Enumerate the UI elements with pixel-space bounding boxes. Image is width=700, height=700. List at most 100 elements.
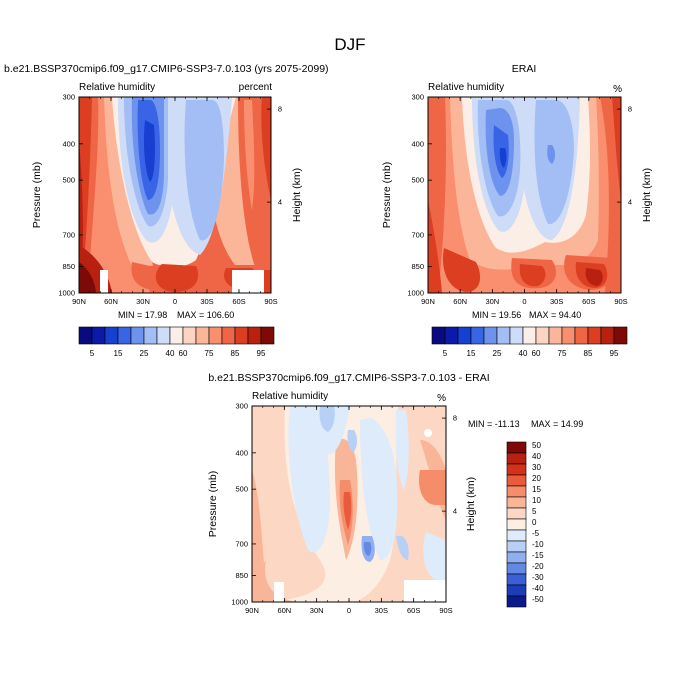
colorbar-diff-swatch (506, 518, 527, 531)
panel-diff-x-tick-label: 0 (347, 606, 351, 615)
panel-obs-y-tick-label: 300 (411, 93, 424, 102)
panel-model-variable: Relative humidity (79, 82, 155, 93)
panel-model-x-tick-label: 30S (200, 297, 213, 306)
colorbar-model-swatch (221, 326, 236, 345)
colorbar-diff-swatch (506, 595, 527, 608)
colorbar-diff-label: 40 (532, 452, 541, 461)
panel-obs-max: MAX = 94.40 (529, 310, 581, 320)
panel-obs-height-tick-label: 8 (628, 105, 632, 114)
colorbar-obs-label: 15 (467, 349, 476, 358)
colorbar-obs-label: 60 (532, 349, 541, 358)
panel-obs-x-tick-label: 30S (550, 297, 563, 306)
colorbar-model-label: 5 (90, 349, 95, 358)
panel-diff-x-tick-label: 30S (375, 606, 388, 615)
panel-diff-height-tick-label: 8 (453, 414, 457, 423)
panel-obs-units: % (613, 84, 622, 95)
colorbar-diff-swatch (506, 584, 527, 597)
panel-diff-field (252, 406, 446, 602)
colorbar-diff-label: 10 (532, 496, 541, 505)
colorbar-obs-swatch (574, 326, 589, 345)
panel-model-x-tick-label: 60S (232, 297, 245, 306)
panel-obs-y-tick-label: 850 (411, 262, 424, 271)
colorbar-obs-swatch (587, 326, 602, 345)
panel-diff-x-tick-label: 30N (310, 606, 324, 615)
panel-diff-y-axis-label: Pressure (mb) (207, 471, 219, 538)
panel-obs-variable: Relative humidity (428, 82, 504, 93)
panel-diff-variable: Relative humidity (252, 391, 328, 402)
panel-diff-height-axis-label: Height (km) (465, 477, 477, 531)
panel-diff-y-tick-label: 400 (235, 448, 248, 457)
colorbar-model-label: 85 (231, 349, 240, 358)
colorbar-diff-swatch (506, 562, 527, 575)
colorbar-diff-swatch (506, 551, 527, 564)
colorbar-model-label: 15 (114, 349, 123, 358)
colorbar-diff-label: 20 (532, 474, 541, 483)
colorbar-model-label: 95 (257, 349, 266, 358)
colorbar-obs-swatch (470, 326, 485, 345)
panel-obs-x-tick-label: 60N (453, 297, 467, 306)
panel-diff-x-tick-label: 60N (277, 606, 291, 615)
panel-model-max: MAX = 106.60 (177, 310, 234, 320)
colorbar-diff-label: -5 (532, 529, 540, 538)
panel-model-x-tick-label: 90S (264, 297, 277, 306)
colorbar-diff-swatch (506, 529, 527, 542)
colorbar-diff-label: -15 (532, 551, 544, 560)
colorbar-diff-label: 5 (532, 507, 537, 516)
panel-model-y-axis-label: Pressure (mb) (31, 162, 43, 229)
colorbar-diff-label: 0 (532, 518, 537, 527)
panel-model-height-axis-label: Height (km) (291, 168, 303, 222)
panel-diff-y-tick-label: 700 (235, 539, 248, 548)
colorbar-diff-label: 30 (532, 463, 541, 472)
panel-obs-height-tick-label: 4 (628, 198, 632, 207)
colorbar-model-swatch (247, 326, 262, 345)
panel-diff-y-tick-label: 300 (235, 402, 248, 411)
colorbar-model-swatch (208, 326, 223, 345)
colorbar-obs-label: 25 (493, 349, 502, 358)
colorbar-diff-swatch (506, 441, 527, 454)
colorbar-diff-label: -30 (532, 573, 544, 582)
colorbar-model-swatch (234, 326, 249, 345)
panel-obs: ERAI Relative humidity % (427, 63, 622, 294)
colorbar-diff-label: -10 (532, 540, 544, 549)
colorbar-model-label: 75 (205, 349, 214, 358)
colorbar-diff-label: 15 (532, 485, 541, 494)
colorbar-diff-swatch (506, 496, 527, 509)
panel-obs-min: MIN = 19.56 (472, 310, 521, 320)
panel-obs-y-tick-label: 500 (411, 176, 424, 185)
panel-model-y-tick-label: 400 (62, 139, 75, 148)
panel-obs-header: ERAI (512, 63, 537, 75)
colorbar-obs-label: 5 (443, 349, 448, 358)
colorbar-model-swatch (182, 326, 197, 345)
panel-diff-y-tick-label: 1000 (231, 598, 248, 607)
colorbar-model-label: 40 (166, 349, 175, 358)
panel-model-x-tick-label: 30N (136, 297, 150, 306)
panel-diff: b.e21.BSSP370cmip6.f09_g17.CMIP6-SSP3-7.… (208, 372, 583, 603)
panel-diff-units: % (437, 393, 446, 404)
colorbar-diff-swatch (506, 540, 527, 553)
panel-diff-min: MIN = -11.13 (468, 419, 520, 429)
colorbar-obs-swatch (509, 326, 524, 345)
panel-model-y-tick-label: 850 (62, 262, 75, 271)
colorbar-diff-swatch (506, 507, 527, 520)
panel-obs-field (428, 97, 621, 293)
panel-diff-y-tick-label: 500 (235, 485, 248, 494)
panel-model-min: MIN = 17.98 (118, 310, 167, 320)
colorbar-model-swatch (78, 326, 93, 345)
colorbar-model-label: 25 (140, 349, 149, 358)
colorbar-obs-label: 95 (610, 349, 619, 358)
panel-diff-x-tick-label: 60S (407, 606, 420, 615)
colorbar-obs-swatch (535, 326, 550, 345)
colorbar-model-swatch (117, 326, 132, 345)
panel-obs-y-tick-label: 1000 (407, 289, 424, 298)
colorbar-model-swatch (260, 326, 275, 345)
panel-diff-height-tick-label: 4 (453, 507, 457, 516)
colorbar-obs-swatch (600, 326, 615, 345)
panel-model-units: percent (239, 82, 273, 93)
panel-obs-x-tick-label: 60S (582, 297, 595, 306)
panel-obs-x-tick-label: 90N (421, 297, 435, 306)
colorbar-diff-swatch (506, 485, 527, 498)
panel-obs-x-tick-label: 0 (522, 297, 526, 306)
colorbar-model-swatch (91, 326, 106, 345)
colorbar-obs-swatch (457, 326, 472, 345)
